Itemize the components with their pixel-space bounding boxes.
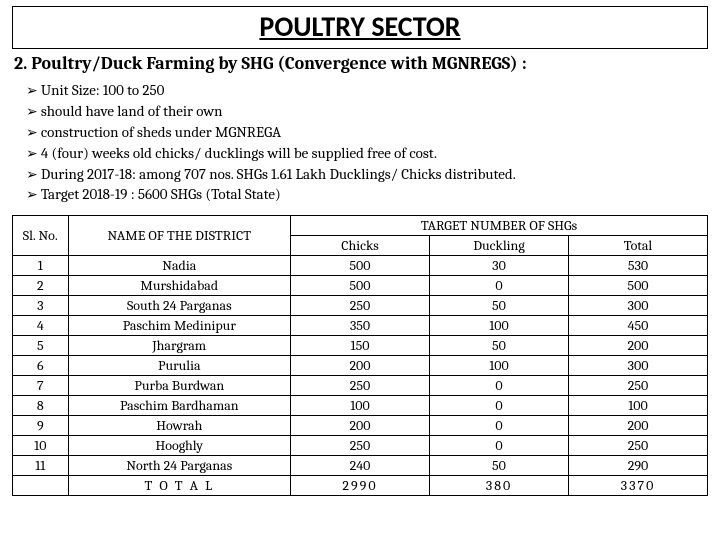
cell-district: South 24 Parganas [68, 296, 290, 316]
bullet-list: Unit Size: 100 to 250 should have land o… [26, 80, 708, 205]
cell-total-chicks: 2990 [290, 476, 429, 496]
cell-chicks: 250 [290, 296, 429, 316]
cell-duckling: 0 [429, 416, 568, 436]
cell-total: 300 [568, 296, 707, 316]
cell-chicks: 250 [290, 436, 429, 456]
table-header-row-1: Sl. No. NAME OF THE DISTRICT TARGET NUMB… [13, 216, 708, 236]
cell-duckling: 50 [429, 456, 568, 476]
cell-chicks: 100 [290, 396, 429, 416]
table-row: 4Paschim Medinipur350100450 [13, 316, 708, 336]
cell-sl: 10 [13, 436, 69, 456]
cell-duckling: 0 [429, 436, 568, 456]
cell-duckling: 50 [429, 336, 568, 356]
cell-total: 450 [568, 316, 707, 336]
table-body: 1Nadia50030530 2Murshidabad5000500 3Sout… [13, 256, 708, 496]
cell-sl: 1 [13, 256, 69, 276]
cell-total: 300 [568, 356, 707, 376]
cell-sl: 7 [13, 376, 69, 396]
cell-chicks: 250 [290, 376, 429, 396]
cell-district: Jhargram [68, 336, 290, 356]
cell-chicks: 150 [290, 336, 429, 356]
col-total: Total [568, 236, 707, 256]
cell-sl: 5 [13, 336, 69, 356]
slide-page: POULTRY SECTOR 2. Poultry/Duck Farming b… [0, 0, 720, 540]
cell-sl: 9 [13, 416, 69, 436]
cell-sl: 11 [13, 456, 69, 476]
cell-duckling: 30 [429, 256, 568, 276]
shg-target-table: Sl. No. NAME OF THE DISTRICT TARGET NUMB… [12, 215, 708, 496]
cell-sl: 6 [13, 356, 69, 376]
bullet-item: should have land of their own [26, 101, 708, 122]
cell-sl: 3 [13, 296, 69, 316]
cell-district: Purba Burdwan [68, 376, 290, 396]
cell-district: Hooghly [68, 436, 290, 456]
bullet-item: During 2017-18: among 707 nos. SHGs 1.61… [26, 164, 708, 185]
cell-total-sl [13, 476, 69, 496]
col-target-group: TARGET NUMBER OF SHGs [290, 216, 707, 236]
table-row: 1Nadia50030530 [13, 256, 708, 276]
cell-sl: 4 [13, 316, 69, 336]
cell-total: 250 [568, 376, 707, 396]
cell-total: 530 [568, 256, 707, 276]
cell-chicks: 500 [290, 256, 429, 276]
cell-total-label: T O T A L [68, 476, 290, 496]
table-row: 6Purulia200100300 [13, 356, 708, 376]
cell-sl: 8 [13, 396, 69, 416]
table-row: 11North 24 Parganas24050290 [13, 456, 708, 476]
section-subtitle: 2. Poultry/Duck Farming by SHG (Converge… [14, 53, 708, 74]
cell-district: Nadia [68, 256, 290, 276]
cell-district: North 24 Parganas [68, 456, 290, 476]
cell-duckling: 0 [429, 396, 568, 416]
cell-sl: 2 [13, 276, 69, 296]
cell-total: 200 [568, 336, 707, 356]
cell-chicks: 200 [290, 416, 429, 436]
table-row: 2Murshidabad5000500 [13, 276, 708, 296]
cell-chicks: 350 [290, 316, 429, 336]
cell-total-duckling: 380 [429, 476, 568, 496]
table-row: 9Howrah2000200 [13, 416, 708, 436]
table-total-row: T O T A L 2990 380 3370 [13, 476, 708, 496]
cell-total: 250 [568, 436, 707, 456]
col-district: NAME OF THE DISTRICT [68, 216, 290, 256]
cell-chicks: 200 [290, 356, 429, 376]
bullet-item: 4 (four) weeks old chicks/ ducklings wil… [26, 143, 708, 164]
cell-district: Paschim Medinipur [68, 316, 290, 336]
cell-district: Purulia [68, 356, 290, 376]
cell-duckling: 100 [429, 316, 568, 336]
col-duckling: Duckling [429, 236, 568, 256]
bullet-item: Target 2018-19 : 5600 SHGs (Total State) [26, 184, 708, 205]
cell-duckling: 0 [429, 376, 568, 396]
col-chicks: Chicks [290, 236, 429, 256]
cell-chicks: 240 [290, 456, 429, 476]
table-row: 3South 24 Parganas25050300 [13, 296, 708, 316]
table-row: 7Purba Burdwan2500250 [13, 376, 708, 396]
cell-duckling: 50 [429, 296, 568, 316]
table-row: 5Jhargram15050200 [13, 336, 708, 356]
cell-chicks: 500 [290, 276, 429, 296]
cell-total-total: 3370 [568, 476, 707, 496]
cell-total: 500 [568, 276, 707, 296]
bullet-item: construction of sheds under MGNREGA [26, 122, 708, 143]
cell-total: 100 [568, 396, 707, 416]
col-slno: Sl. No. [13, 216, 69, 256]
cell-duckling: 0 [429, 276, 568, 296]
cell-total: 200 [568, 416, 707, 436]
title-box: POULTRY SECTOR [12, 6, 708, 49]
cell-total: 290 [568, 456, 707, 476]
table-row: 10Hooghly2500250 [13, 436, 708, 456]
cell-district: Murshidabad [68, 276, 290, 296]
page-title: POULTRY SECTOR [13, 9, 707, 44]
cell-district: Howrah [68, 416, 290, 436]
bullet-item: Unit Size: 100 to 250 [26, 80, 708, 101]
cell-district: Paschim Bardhaman [68, 396, 290, 416]
cell-duckling: 100 [429, 356, 568, 376]
table-row: 8Paschim Bardhaman1000100 [13, 396, 708, 416]
